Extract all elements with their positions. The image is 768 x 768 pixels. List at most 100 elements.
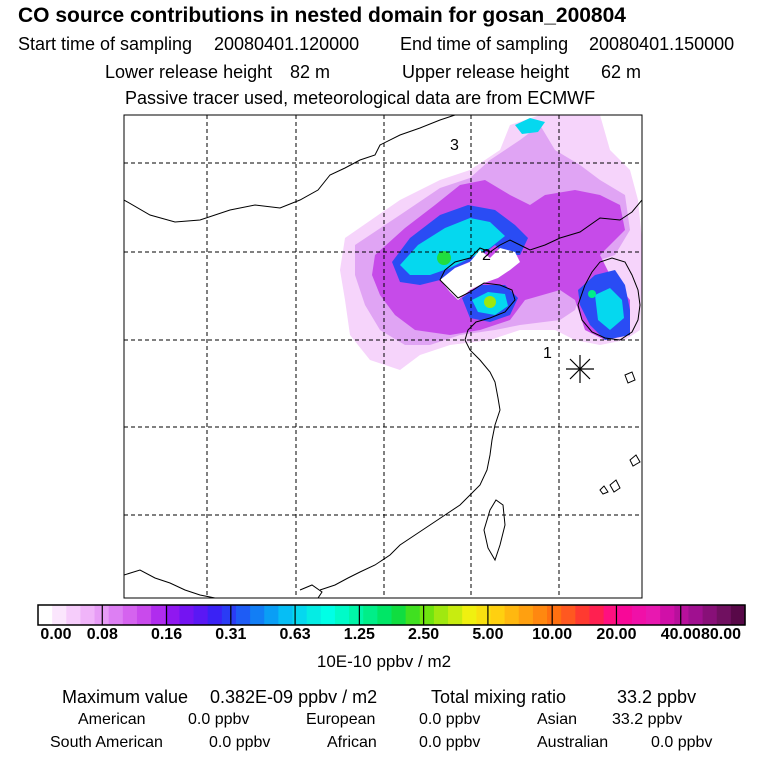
colorbar-swatch (38, 605, 53, 625)
colorbar-swatch (631, 605, 647, 625)
colorbar-tick-label: 0.08 (86, 626, 118, 643)
plume-cyan-east (595, 288, 624, 330)
coastline-north (124, 115, 456, 223)
plume-green-core (437, 251, 451, 265)
region-value: 0.0 ppbv (209, 734, 271, 751)
colorbar-swatch (561, 605, 576, 625)
colorbar-swatch (179, 605, 195, 625)
colorbar-swatch (660, 605, 675, 625)
colorbar-swatch (603, 605, 619, 625)
max-value: 0.382E-09 ppbv / m2 (210, 687, 378, 707)
marker-1: 1 (543, 345, 552, 362)
colorbar-swatch (334, 605, 350, 625)
region-name: South American (50, 734, 163, 751)
colorbar-swatch (490, 605, 506, 625)
end-time-value: 20080401.150000 (589, 34, 735, 54)
region-name: European (306, 711, 376, 728)
colorbar-swatch (646, 605, 661, 625)
coastline-taiwan (483, 499, 506, 562)
colorbar-swatch (518, 605, 534, 625)
colorbar-swatch (716, 605, 732, 625)
colorbar-tick-label: 5.00 (472, 626, 504, 643)
colorbar-swatch (575, 605, 591, 625)
colorbar-unit: 10E-10 ppbv / m2 (316, 652, 452, 671)
start-time-label: Start time of sampling (18, 34, 193, 54)
colorbar-swatch (349, 605, 364, 625)
colorbar-swatch (136, 605, 152, 625)
colorbar-swatch (193, 605, 209, 625)
colorbar-tick-label: 0.63 (279, 626, 311, 643)
region-name: Asian (537, 711, 578, 728)
colorbar-swatch (151, 605, 166, 625)
start-time-value: 20080401.120000 (214, 34, 360, 54)
colorbar-frame (37, 604, 746, 626)
colorbar-swatch (122, 605, 138, 625)
colorbar-swatch (532, 605, 548, 625)
coastline-southwest (124, 569, 216, 598)
lower-release-value: 82 m (290, 62, 331, 82)
colorbar-tick-label: 2.50 (408, 626, 440, 643)
colorbar-tick-label: 0.31 (215, 626, 247, 643)
total-mixing-value: 33.2 ppbv (617, 687, 697, 707)
coastline-japan-islands (599, 371, 641, 495)
colorbar-tick-label: 1.25 (343, 626, 375, 643)
colorbar-swatch (165, 605, 180, 625)
region-name: Australian (537, 734, 609, 751)
region-value: 0.0 ppbv (188, 711, 250, 728)
colorbar-tick-label: 80.00 (700, 626, 742, 643)
colorbar-swatch (250, 605, 265, 625)
colorbar-swatch (617, 605, 633, 625)
colorbar-tick-label: 40.00 (660, 626, 701, 643)
total-mixing-label: Total mixing ratio (431, 687, 567, 707)
colorbar (38, 605, 746, 625)
region-value: 0.0 ppbv (419, 711, 481, 728)
region-value: 0.0 ppbv (419, 734, 481, 751)
colorbar-tick-label: 20.00 (596, 626, 637, 643)
marker-3: 3 (450, 137, 459, 154)
coastline-korea (577, 257, 641, 341)
colorbar-swatch (462, 605, 477, 625)
colorbar-swatch (702, 605, 718, 625)
bohai-sea (440, 248, 520, 300)
colorbar-swatch (419, 605, 435, 625)
colorbar-swatch (504, 605, 520, 625)
colorbar-swatch (235, 605, 251, 625)
colorbar-tick-label: 0.00 (40, 626, 72, 643)
colorbar-swatch (52, 605, 67, 625)
upper-release-value: 62 m (601, 62, 642, 82)
colorbar-swatch (674, 605, 690, 625)
colorbar-swatch (730, 605, 746, 625)
colorbar-swatch (391, 605, 407, 625)
colorbar-swatch (207, 605, 223, 625)
colorbar-swatch (306, 605, 322, 625)
colorbar-swatch (448, 605, 463, 625)
plume-layer (340, 115, 642, 370)
colorbar-swatch (66, 605, 82, 625)
receptor-star-icon (566, 355, 594, 383)
max-value-label: Maximum value (62, 687, 189, 707)
plume-green-core-center (484, 296, 496, 308)
colorbar-swatch (433, 605, 449, 625)
plume-north-patch (515, 118, 545, 134)
coastline-mainland (319, 199, 642, 591)
region-value: 33.2 ppbv (612, 711, 683, 728)
colorbar-swatch (688, 605, 704, 625)
colorbar-tick-label: 10.00 (532, 626, 573, 643)
region-name: American (78, 711, 146, 728)
colorbar-swatch (476, 605, 492, 625)
upper-release-label: Upper release height (402, 62, 570, 82)
colorbar-swatch (264, 605, 279, 625)
colorbar-swatch (589, 605, 605, 625)
colorbar-swatch (278, 605, 294, 625)
plume-green-core-east (588, 290, 596, 298)
graticule (124, 115, 642, 598)
colorbar-swatch (405, 605, 421, 625)
tracer-note: Passive tracer used, meteorological data… (125, 88, 596, 108)
end-time-label: End time of sampling (400, 34, 569, 54)
colorbar-swatch (547, 605, 562, 625)
colorbar-tick-label: 0.16 (150, 626, 183, 643)
lower-release-label: Lower release height (105, 62, 273, 82)
colorbar-swatch (80, 605, 96, 625)
marker-2: 2 (482, 247, 491, 264)
